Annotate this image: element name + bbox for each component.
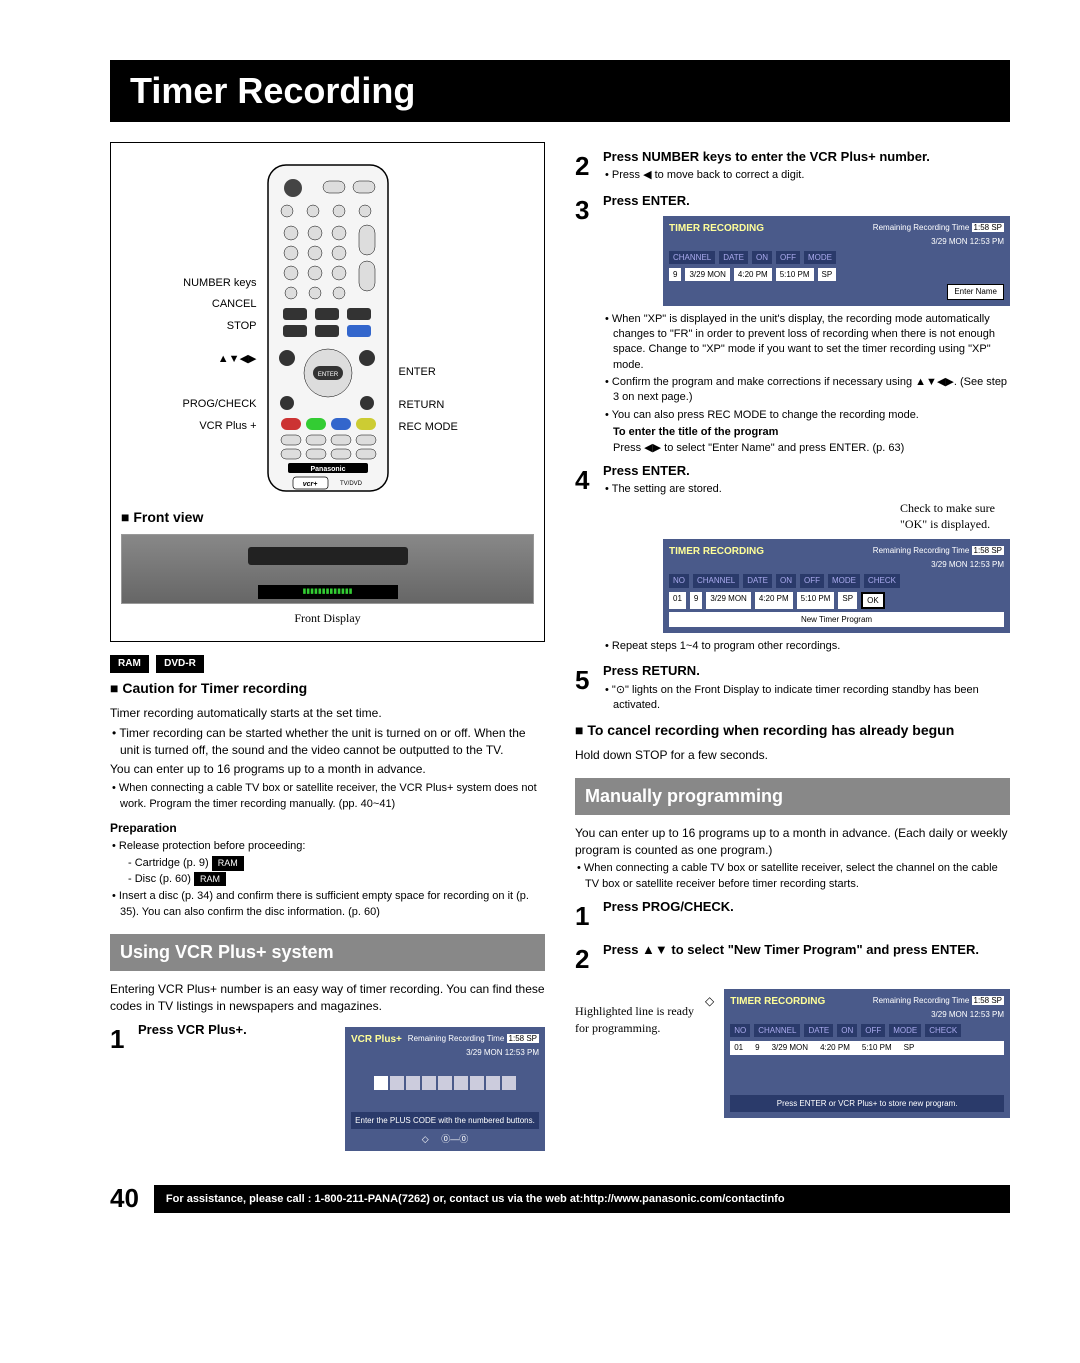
main-columns: NUMBER keys CANCEL STOP ▲▼◀▶ PROG/CHECK …: [110, 142, 1010, 1163]
step4: 4 Press ENTER. The setting are stored. C…: [575, 462, 1010, 656]
step3-b3: You can also press REC MODE to change th…: [603, 408, 1010, 423]
step3-b1: When "XP" is displayed in the unit's dis…: [603, 312, 1010, 374]
caution-bullet1: Timer recording can be started whether t…: [110, 725, 545, 759]
manual-bullet: When connecting a cable TV box or satell…: [575, 861, 1010, 892]
device-slot: [248, 547, 408, 565]
vcrplus-step1: 1 Press VCR Plus+. VCR Plus+ Remaining R…: [110, 1021, 545, 1158]
cancel-text: Hold down STOP for a few seconds.: [575, 747, 1010, 764]
svg-text:Panasonic: Panasonic: [310, 466, 345, 473]
media-badges: RAM DVD-R: [110, 654, 545, 673]
osd-hint: Enter the PLUS CODE with the numbered bu…: [351, 1112, 539, 1129]
front-view-heading: ■ Front view: [121, 508, 203, 528]
right-column: 2 Press NUMBER keys to enter the VCR Plu…: [575, 142, 1010, 1163]
step-number-5: 5: [575, 662, 603, 698]
step4-bullet: The setting are stored.: [603, 482, 1010, 497]
label-vcrplus: VCR Plus +: [121, 419, 257, 434]
osd-time: 1:58 SP: [507, 1034, 539, 1043]
caution-line1: Timer recording automatically starts at …: [110, 705, 545, 722]
cancel-heading: ■ To cancel recording when recording has…: [575, 721, 1010, 741]
step-number-1: 1: [110, 1021, 138, 1057]
manual-section-bar: Manually programming: [575, 778, 1010, 815]
front-display-label: Front Display: [121, 610, 534, 627]
osd-step3: TIMER RECORDING Remaining Recording Time…: [663, 216, 1010, 306]
vcrplus-section-bar: Using VCR Plus+ system: [110, 934, 545, 971]
caution-heading: ■ Caution for Timer recording: [110, 679, 545, 699]
step3-b4: Press ◀▶ to select "Enter Name" and pres…: [603, 441, 1010, 456]
manual-step1: 1 Press PROG/CHECK.: [575, 898, 1010, 934]
remote-control-svg: ENTER: [263, 163, 393, 493]
label-return: RETURN: [399, 398, 535, 413]
caution-line2: You can enter up to 16 programs up to a …: [110, 761, 545, 778]
osd-datetime: 3/29 MON 12:53 PM: [351, 1047, 539, 1058]
badge-ram-inline2: RAM: [194, 872, 226, 887]
manual-step2-h: Press ▲▼ to select "New Timer Program" a…: [603, 941, 1010, 959]
label-cancel: CANCEL: [121, 297, 257, 312]
manual-step-number-2: 2: [575, 941, 603, 977]
osd-step4: TIMER RECORDING Remaining Recording Time…: [663, 539, 1010, 633]
step2-bullet: Press ◀ to move back to correct a digit.: [603, 168, 1010, 183]
prep-b1b: - Disc (p. 60) RAM: [110, 872, 545, 888]
prep-b1a: - Cartridge (p. 9) RAM: [110, 856, 545, 872]
label-progcheck: PROG/CHECK: [121, 397, 257, 412]
page-title: Timer Recording: [110, 60, 1010, 122]
label-stop: STOP: [121, 319, 257, 334]
label-recmode: REC MODE: [399, 420, 535, 435]
step1-heading: Press VCR Plus+.: [138, 1021, 335, 1039]
manual-step2: 2 Press ▲▼ to select "New Timer Program"…: [575, 941, 1010, 977]
step2-heading: Press NUMBER keys to enter the VCR Plus+…: [603, 148, 1010, 166]
prep-b1: Release protection before proceeding:: [110, 839, 545, 854]
page-number: 40: [110, 1183, 139, 1214]
step5: 5 Press RETURN. "⊙" lights on the Front …: [575, 662, 1010, 715]
enter-name-button[interactable]: Enter Name: [947, 284, 1004, 299]
step-number-4: 4: [575, 462, 603, 498]
step5-bullet: "⊙" lights on the Front Display to indic…: [603, 683, 1010, 714]
osd3-title: TIMER RECORDING: [669, 222, 764, 236]
step-number-2: 2: [575, 148, 603, 184]
step3-b2: Confirm the program and make corrections…: [603, 375, 1010, 406]
manual-callout: Highlighted line is ready for programmin…: [575, 983, 695, 1037]
svg-text:TV/DVD: TV/DVD: [339, 481, 362, 487]
vcrplus-intro: Entering VCR Plus+ number is an easy way…: [110, 981, 545, 1015]
step-number-3: 3: [575, 192, 603, 228]
step5-heading: Press RETURN.: [603, 662, 1010, 680]
manual-line1: You can enter up to 16 programs up to a …: [575, 825, 1010, 859]
badge-ram-inline: RAM: [212, 856, 244, 871]
preparation-heading: Preparation: [110, 820, 545, 837]
step4-repeat: Repeat steps 1~4 to program other record…: [603, 639, 1010, 654]
left-column: NUMBER keys CANCEL STOP ▲▼◀▶ PROG/CHECK …: [110, 142, 545, 1163]
step4-heading: Press ENTER.: [603, 462, 1010, 480]
caution-bullet2: When connecting a cable TV box or satell…: [110, 781, 545, 812]
page: Timer Recording NUMBER keys CANCEL STOP …: [0, 0, 1080, 1254]
badge-dvdr: DVD-R: [156, 655, 204, 673]
badge-ram: RAM: [110, 655, 149, 673]
osd-title: VCR Plus+: [351, 1033, 402, 1047]
step3-heading: Press ENTER.: [603, 192, 1010, 210]
device-front-display: ▮▮▮▮▮▮▮▮▮▮▮▮▮: [258, 585, 398, 599]
osd-remaining: Remaining Recording Time: [408, 1034, 505, 1043]
footer-text: For assistance, please call : 1-800-211-…: [154, 1185, 1010, 1213]
manual-step1-h: Press PROG/CHECK.: [603, 898, 1010, 916]
label-arrows: ▲▼◀▶: [121, 352, 257, 367]
osd-vcrplus: VCR Plus+ Remaining Recording Time 1:58 …: [345, 1027, 545, 1152]
label-enter: ENTER: [399, 365, 535, 380]
manual-step-number-1: 1: [575, 898, 603, 934]
page-footer: 40 For assistance, please call : 1-800-2…: [110, 1183, 1010, 1214]
svg-text:vcr+: vcr+: [302, 481, 317, 488]
svg-text:ENTER: ENTER: [317, 372, 338, 378]
osd-manual: TIMER RECORDING Remaining Recording Time…: [724, 989, 1010, 1118]
prep-b2: Insert a disc (p. 34) and confirm there …: [110, 889, 545, 920]
device-front-view: ▮▮▮▮▮▮▮▮▮▮▮▮▮: [121, 534, 534, 604]
label-number-keys: NUMBER keys: [121, 276, 257, 291]
remote-diagram-box: NUMBER keys CANCEL STOP ▲▼◀▶ PROG/CHECK …: [110, 142, 545, 642]
step3: 3 Press ENTER. TIMER RECORDING Remaining…: [575, 192, 1010, 456]
step4-callout: Check to make sure "OK" is displayed.: [900, 500, 1010, 534]
step3-b4h: To enter the title of the program: [613, 426, 778, 438]
step2: 2 Press NUMBER keys to enter the VCR Plu…: [575, 148, 1010, 186]
